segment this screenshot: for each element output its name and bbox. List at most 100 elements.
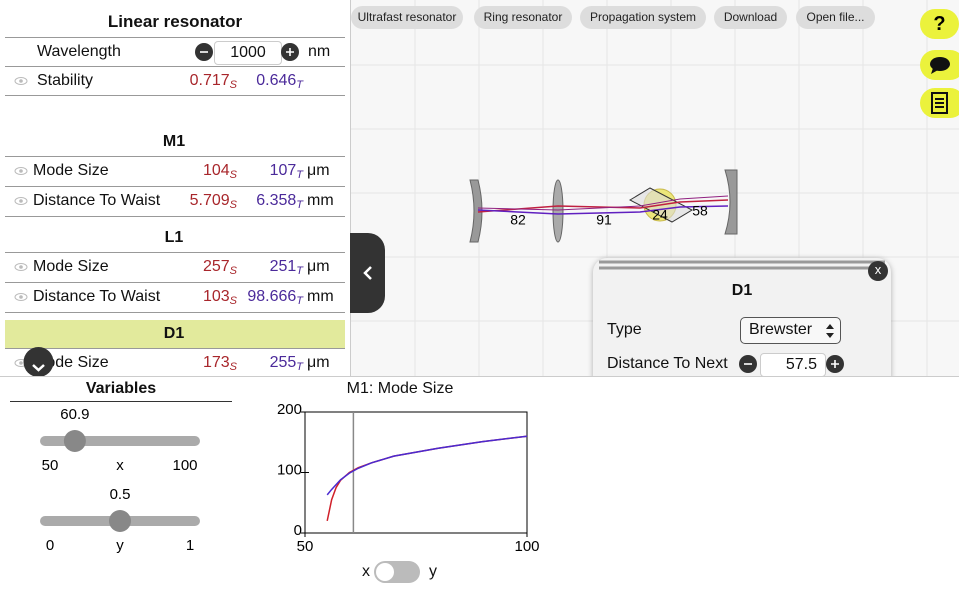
t-value: 255T bbox=[238, 353, 303, 376]
slider-value: 60.9 bbox=[60, 406, 89, 423]
toolbar-button[interactable]: Propagation system bbox=[580, 6, 706, 29]
collapse-tab[interactable] bbox=[350, 233, 386, 313]
s-value: 5.709S bbox=[130, 191, 237, 215]
wavelength-input[interactable]: 1000 bbox=[214, 41, 282, 65]
wavelength-unit: nm bbox=[308, 43, 331, 60]
distance-label: 58 bbox=[692, 203, 708, 219]
toolbar-button[interactable]: Open file... bbox=[796, 6, 875, 29]
s-number: 173 bbox=[202, 354, 230, 371]
s-number: 5.709 bbox=[189, 192, 230, 209]
chat-button[interactable] bbox=[920, 50, 959, 80]
separator bbox=[5, 252, 345, 253]
increment-button[interactable] bbox=[825, 354, 845, 374]
t-number: 98.666 bbox=[247, 288, 297, 305]
toolbar-button[interactable]: Ring resonator bbox=[474, 6, 572, 29]
type-select[interactable]: Brewster bbox=[740, 317, 841, 344]
decrement-button[interactable] bbox=[194, 42, 214, 62]
type-value: Brewster bbox=[749, 321, 813, 338]
axis-toggle[interactable] bbox=[374, 561, 420, 583]
toolbar-button[interactable]: Ultrafast resonator bbox=[351, 6, 463, 29]
field-input[interactable]: 57.5 bbox=[760, 353, 826, 377]
row-label: Mode Size bbox=[33, 258, 109, 275]
selected-highlight bbox=[5, 320, 345, 348]
close-button[interactable]: x bbox=[868, 261, 888, 281]
t-value: 107T bbox=[238, 161, 303, 185]
distance-label: 24 bbox=[652, 207, 668, 223]
s-subscript: S bbox=[229, 295, 237, 307]
s-number: 103 bbox=[202, 288, 230, 305]
x-tick-label: 50 bbox=[297, 538, 314, 555]
y-tick-label: 0 bbox=[294, 522, 302, 539]
visibility-icon[interactable] bbox=[14, 76, 28, 86]
s-subscript: S bbox=[229, 79, 237, 91]
separator bbox=[5, 156, 345, 157]
plot-title: M1: Mode Size bbox=[346, 380, 454, 397]
section-title: D1 bbox=[163, 325, 185, 342]
t-value: 6.358T bbox=[238, 191, 303, 215]
increment-button[interactable] bbox=[280, 42, 300, 62]
separator bbox=[5, 216, 345, 217]
distance-label: 82 bbox=[510, 212, 526, 228]
plot-area: 60.9 50 x 100 0.5 0 y 1 0 100 200 50 100 bbox=[40, 401, 540, 555]
plot-frame bbox=[304, 411, 528, 534]
t-subscript: T bbox=[296, 199, 303, 211]
s-number: 104 bbox=[202, 162, 230, 179]
doc-button[interactable] bbox=[920, 88, 959, 118]
beam bbox=[477, 199, 729, 213]
axis-toggle-knob bbox=[376, 563, 394, 581]
s-number: 257 bbox=[202, 258, 230, 275]
expand-button[interactable] bbox=[23, 345, 54, 376]
row-label: Distance To Waist bbox=[33, 192, 161, 209]
slider-max: 1 bbox=[186, 537, 194, 554]
visibility-icon[interactable] bbox=[14, 292, 28, 302]
toolbar-button[interactable]: Download bbox=[714, 6, 787, 29]
unit: mm bbox=[307, 288, 334, 305]
slider-min: 0 bbox=[46, 537, 54, 554]
slider-thumb[interactable] bbox=[109, 510, 131, 532]
y-tick-label: 200 bbox=[277, 401, 302, 418]
decrement-button[interactable] bbox=[738, 354, 758, 374]
s-value: 0.717S bbox=[130, 71, 237, 95]
help-button[interactable]: ? bbox=[920, 9, 959, 39]
left-mirror bbox=[469, 179, 483, 243]
slider-name: y bbox=[116, 537, 124, 554]
slider-value: 0.5 bbox=[110, 486, 131, 503]
t-subscript: T bbox=[296, 295, 303, 307]
separator bbox=[5, 186, 345, 187]
t-value: 0.646T bbox=[238, 71, 303, 95]
visibility-icon[interactable] bbox=[14, 196, 28, 206]
t-subscript: T bbox=[296, 169, 303, 181]
slider-thumb[interactable] bbox=[63, 430, 86, 452]
t-number: 0.646 bbox=[256, 72, 297, 89]
right-mirror bbox=[724, 169, 738, 235]
help-icon: ? bbox=[933, 13, 946, 35]
field-label: Distance To Next bbox=[607, 355, 728, 372]
t-subscript: T bbox=[296, 265, 303, 277]
t-number: 255 bbox=[269, 354, 297, 371]
t-number: 107 bbox=[269, 162, 297, 179]
t-value: 251T bbox=[238, 257, 303, 281]
s-subscript: S bbox=[229, 265, 237, 277]
t-subscript: T bbox=[296, 361, 303, 373]
t-value: 98.666T bbox=[238, 287, 303, 311]
s-subscript: S bbox=[229, 199, 237, 211]
visibility-icon[interactable] bbox=[14, 166, 28, 176]
separator bbox=[5, 66, 345, 67]
s-value: 173S bbox=[130, 353, 237, 376]
beam bbox=[477, 205, 729, 215]
slider-max: 100 bbox=[172, 457, 197, 474]
s-number: 0.717 bbox=[189, 72, 230, 89]
distance-label: 91 bbox=[596, 212, 612, 228]
unit: mm bbox=[307, 192, 334, 209]
row-label: Stability bbox=[37, 72, 94, 89]
separator bbox=[5, 37, 345, 38]
t-number: 251 bbox=[269, 258, 297, 275]
s-subscript: S bbox=[229, 361, 237, 373]
bottom-panel: Variables M1: Mode Size 60.9 50 x 100 0.5 0 y 1… bbox=[0, 376, 959, 596]
s-value: 104S bbox=[130, 161, 237, 185]
unit: μm bbox=[307, 258, 330, 275]
separator bbox=[5, 282, 345, 283]
side-panel: Linear resonator Wavelength 1000 nm Stabili… bbox=[0, 0, 351, 376]
visibility-icon[interactable] bbox=[14, 262, 28, 272]
